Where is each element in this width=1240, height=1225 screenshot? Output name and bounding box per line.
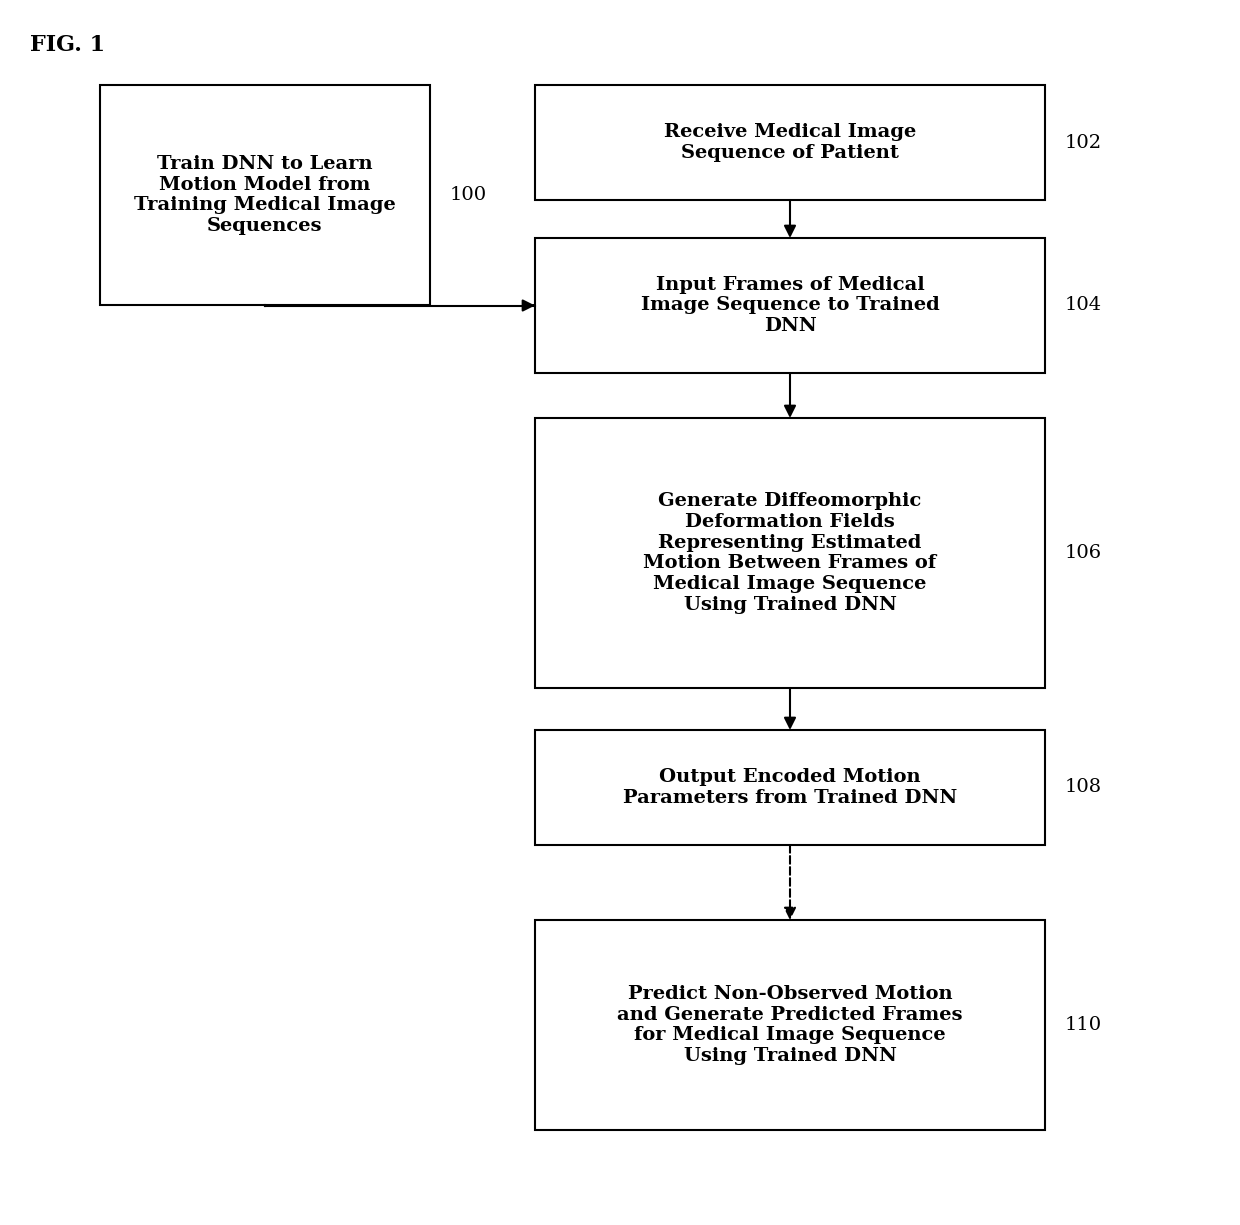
Text: 100: 100: [450, 186, 487, 205]
Bar: [534, 730, 1045, 845]
Text: Generate Diffeomorphic
Deformation Fields
Representing Estimated
Motion Between : Generate Diffeomorphic Deformation Field…: [644, 492, 936, 614]
Text: Input Frames of Medical
Image Sequence to Trained
DNN: Input Frames of Medical Image Sequence t…: [641, 276, 940, 336]
Text: 106: 106: [1065, 544, 1102, 562]
Text: 102: 102: [1065, 134, 1102, 152]
Bar: [534, 238, 1045, 372]
Text: 104: 104: [1065, 296, 1102, 315]
Bar: [534, 418, 1045, 688]
Bar: [534, 85, 1045, 200]
Text: Receive Medical Image
Sequence of Patient: Receive Medical Image Sequence of Patien…: [663, 122, 916, 162]
Text: 110: 110: [1065, 1016, 1102, 1034]
Text: Predict Non-Observed Motion
and Generate Predicted Frames
for Medical Image Sequ: Predict Non-Observed Motion and Generate…: [618, 985, 962, 1066]
Text: FIG. 1: FIG. 1: [30, 34, 105, 56]
Bar: [534, 920, 1045, 1129]
Text: 108: 108: [1065, 779, 1102, 796]
Bar: [100, 85, 430, 305]
Text: Output Encoded Motion
Parameters from Trained DNN: Output Encoded Motion Parameters from Tr…: [622, 768, 957, 807]
Text: Train DNN to Learn
Motion Model from
Training Medical Image
Sequences: Train DNN to Learn Motion Model from Tra…: [134, 154, 396, 235]
